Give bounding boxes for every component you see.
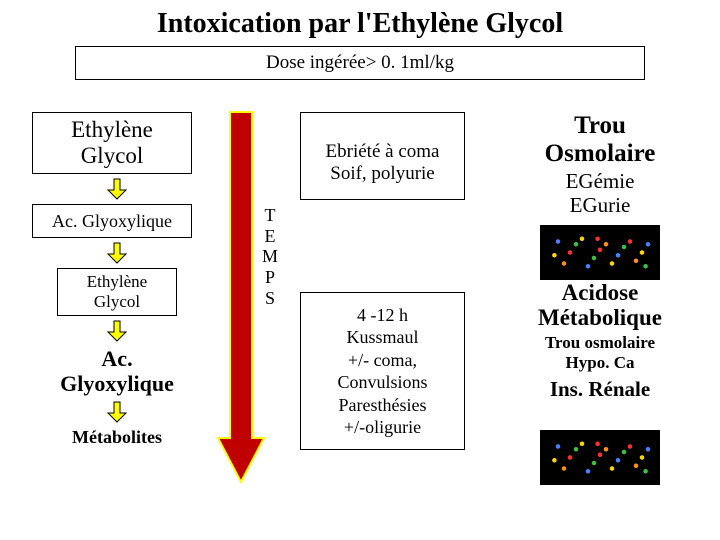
text-line: Ac. [101, 346, 132, 371]
temps-letter: T [265, 205, 276, 225]
text-line: Glyoxylique [60, 371, 174, 396]
left-column: Ethylène Glycol Ac. Glyoxylique Ethylène… [32, 112, 202, 448]
text-line: Convulsions [337, 371, 427, 394]
trou-osmolaire-title: Trou Osmolaire [505, 112, 695, 167]
text-line: Trou [574, 112, 626, 139]
box-ethylene-glycol-1: Ethylène Glycol [32, 112, 192, 174]
text-line: Trou osmolaire [545, 333, 655, 352]
box-ethylene-glycol-2: Ethylène Glycol [57, 268, 177, 316]
text-line: Paresthésies [339, 394, 427, 417]
text-line: Soif, polyurie [330, 163, 435, 184]
text-line: Ac. Glyoxylique [52, 211, 172, 232]
text-line: Ethylène [71, 117, 153, 143]
right-group-2: Acidose Métabolique Trou osmolaire Hypo.… [505, 280, 695, 402]
down-arrow-icon [106, 177, 128, 201]
egemie-egurie: EGémie EGurie [505, 169, 695, 217]
box-ebriete: Ebriété à coma Soif, polyurie [300, 112, 465, 200]
temps-letter: P [265, 267, 275, 287]
acidose-sub: Trou osmolaire Hypo. Ca [505, 333, 695, 374]
text-line: EGurie [570, 193, 631, 217]
box-symptoms: 4 -12 h Kussmaul +/- coma, Convulsions P… [300, 292, 465, 450]
page-title: Intoxication par l'Ethylène Glycol [0, 0, 720, 44]
time-arrow-icon [216, 108, 266, 488]
dose-box: Dose ingérée> 0. 1ml/kg [75, 46, 645, 80]
text-line: EGémie [566, 169, 635, 193]
label-metabolites: Métabolites [32, 427, 202, 448]
ins-renale: Ins. Rénale [505, 377, 695, 402]
text-line: Métabolique [538, 305, 662, 330]
acidose-title: Acidose Métabolique [505, 280, 695, 331]
down-arrow-icon [106, 400, 128, 424]
text-line: +/- coma, [348, 349, 417, 372]
temps-label: T E M P S [262, 205, 278, 308]
text-line: Kussmaul [347, 326, 419, 349]
text-line: Glycol [94, 292, 140, 312]
text-line: Glycol [81, 143, 144, 169]
text-line: Ethylène [87, 272, 147, 292]
down-arrow-icon [106, 319, 128, 343]
molecule-image [540, 430, 660, 485]
text-line: 4 -12 h [357, 304, 408, 327]
down-arrow-icon [106, 241, 128, 265]
right-group-1: Trou Osmolaire EGémie EGurie [505, 112, 695, 217]
text-line: +/-oligurie [344, 416, 421, 439]
text-line: Ebriété à coma [326, 141, 440, 162]
text-line: Osmolaire [545, 140, 656, 167]
box-ac-glyoxylique-1: Ac. Glyoxylique [32, 204, 192, 238]
text-line: Hypo. Ca [566, 353, 635, 372]
label-ac-glyoxylique-2: Ac. Glyoxylique [32, 346, 202, 397]
temps-letter: M [262, 246, 278, 266]
molecule-image [540, 225, 660, 280]
text-line: Acidose [562, 280, 639, 305]
temps-letter: S [265, 288, 275, 308]
temps-letter: E [265, 226, 276, 246]
